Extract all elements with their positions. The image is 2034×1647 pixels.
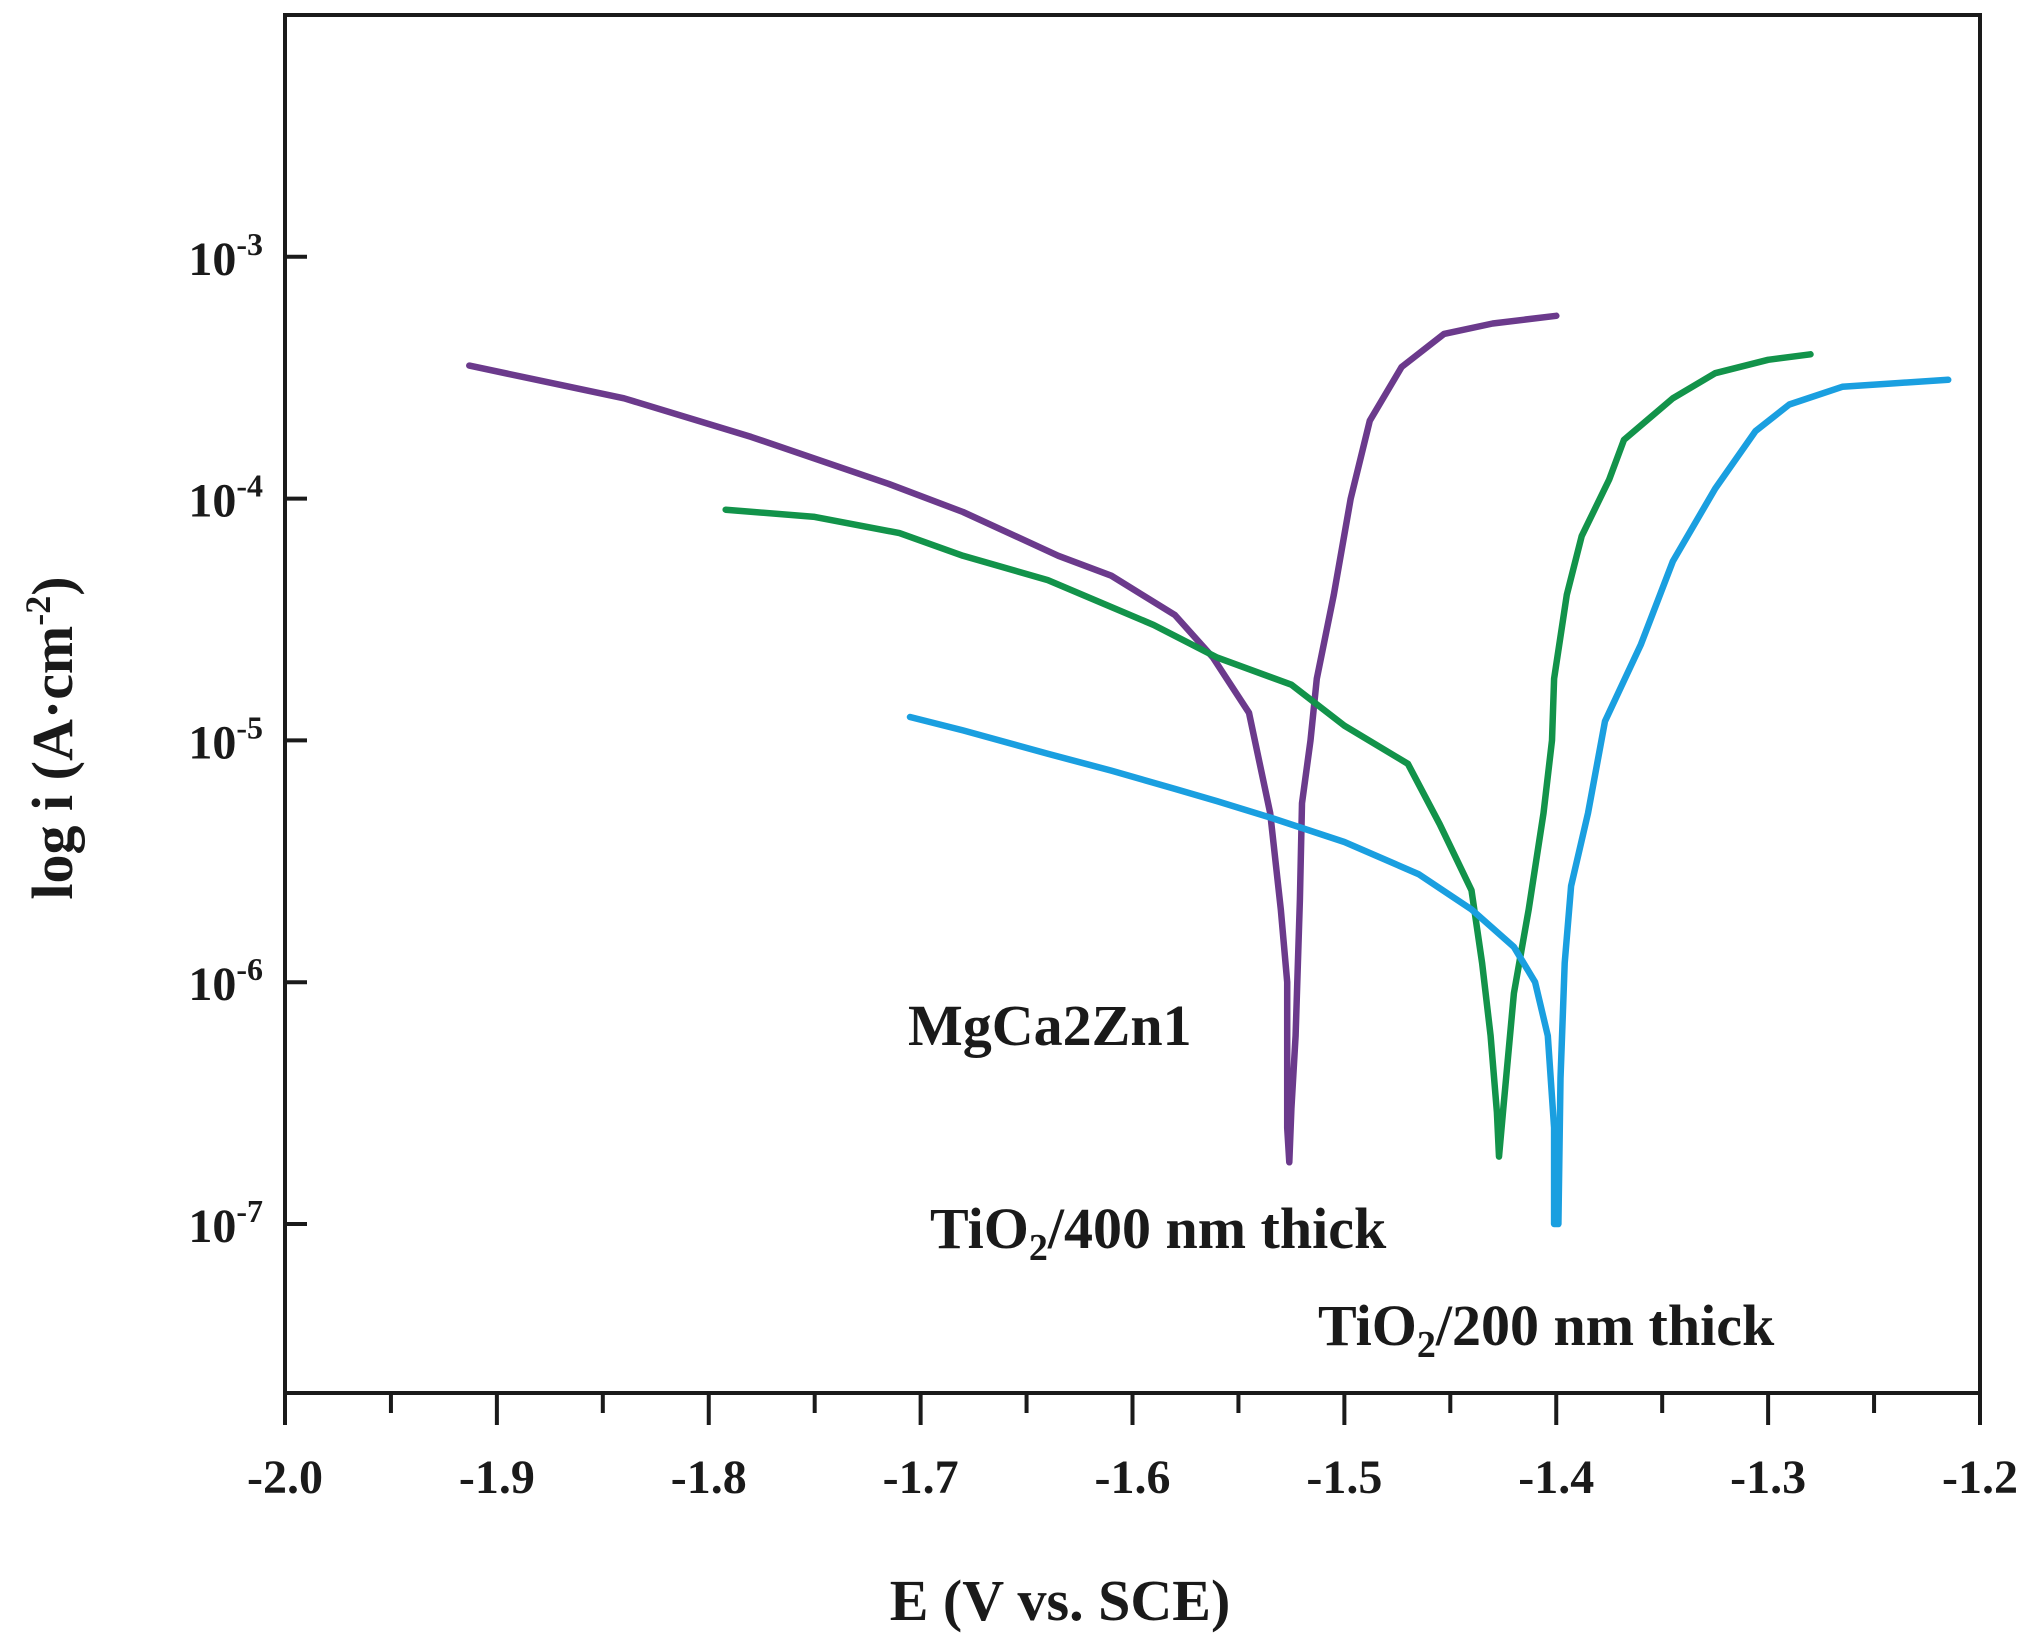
x-tick-label: -1.9 <box>459 1451 535 1504</box>
y-tick-label: 10-4 <box>188 468 263 528</box>
x-tick-label: -1.5 <box>1306 1451 1382 1504</box>
y-tick-label: 10-3 <box>188 226 263 286</box>
series-line-2 <box>906 376 1952 1228</box>
x-tick-label: -1.6 <box>1095 1451 1171 1504</box>
y-tick-label: 10-5 <box>188 709 263 769</box>
series-label-tio2-400: TiO2/400 nm thick <box>930 1196 1387 1269</box>
y-axis-ticks: 10-3 10-4 10-5 10-6 10-7 <box>188 226 307 1253</box>
x-axis-ticks: -2.0 -1.9 -1.8 -1.7 -1.6 -1.5 -1.4 -1.3 -1.2 <box>247 1393 2018 1504</box>
series-label-mgca2zn1: MgCa2Zn1 <box>908 993 1192 1058</box>
x-tick-label: -1.3 <box>1730 1451 1806 1504</box>
x-tick-label: -1.2 <box>1942 1451 2018 1504</box>
y-axis-title: log i (A·cm-2) <box>18 576 85 899</box>
axes <box>283 13 1982 1395</box>
series-label-tio2-200: TiO2/200 nm thick <box>1318 1293 1775 1366</box>
series-line-0 <box>466 312 1560 1166</box>
x-axis-title: E (V vs. SCE) <box>890 1568 1231 1633</box>
y-tick-label: 10-6 <box>188 951 263 1011</box>
y-tick-label: 10-7 <box>188 1193 263 1253</box>
curves <box>466 312 1952 1228</box>
series-line-1 <box>722 351 1814 1160</box>
x-tick-label: -1.4 <box>1518 1451 1594 1504</box>
x-tick-label: -2.0 <box>247 1451 323 1504</box>
x-tick-label: -1.7 <box>883 1451 959 1504</box>
x-tick-label: -1.8 <box>671 1451 747 1504</box>
plot-frame <box>283 13 1982 1395</box>
